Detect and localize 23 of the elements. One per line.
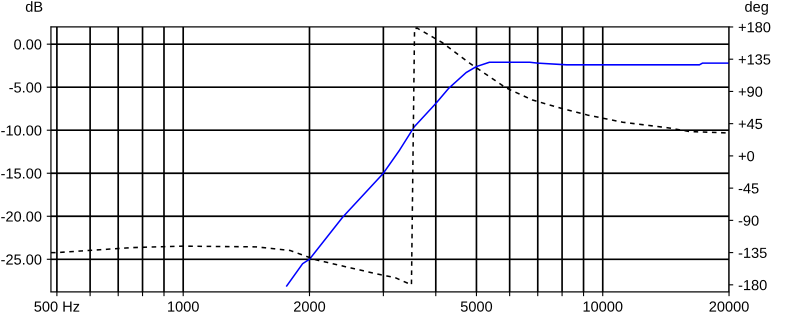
x-tick-label: 5000 <box>460 301 492 312</box>
x-tick-label: 20000 <box>709 301 749 312</box>
y2-tick-label: +90 <box>738 86 762 97</box>
y2-tick-label: +135 <box>738 54 770 65</box>
y2-tick-label: -45 <box>738 183 759 194</box>
y2-tick-label: +180 <box>738 22 770 32</box>
x-tick-label: 1000 <box>168 301 199 312</box>
y-tick-label: -20.00 <box>1 211 42 222</box>
y-tick-label: 0.00 <box>14 39 42 50</box>
y-axis-title: dB <box>26 1 42 12</box>
x-tick-label: 500 Hz <box>34 301 80 312</box>
y2-tick-label: +0 <box>738 150 754 162</box>
y2-tick-label: -135 <box>738 248 767 258</box>
x-tick-label: 10000 <box>584 301 622 312</box>
y2-tick-label: -180 <box>738 280 767 290</box>
y-tick-label: -5.00 <box>9 82 42 93</box>
y2-tick-label: -90 <box>738 215 759 226</box>
y2-tick-label: +45 <box>738 118 762 130</box>
y2-axis-title: deg <box>745 1 768 15</box>
y-tick-label: -25.00 <box>1 254 42 265</box>
y-tick-label: -10.00 <box>1 125 42 136</box>
y-tick-label: -15.00 <box>1 168 42 179</box>
x-tick-label: 2000 <box>294 301 326 312</box>
